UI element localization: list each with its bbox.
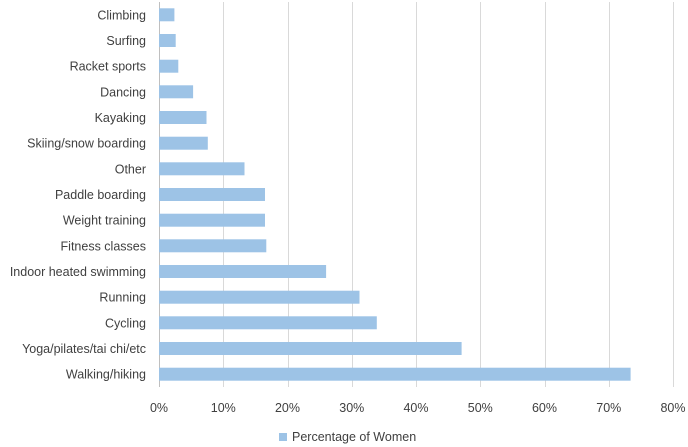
x-tick-label: 20% [275,401,300,415]
bar [159,136,208,150]
bar [159,265,327,278]
legend: Percentage of Women [279,430,416,444]
category-label: Surfing [106,34,146,48]
category-label: Walking/hiking [66,368,146,382]
x-tick-label: 70% [596,401,621,415]
bar [159,34,176,47]
category-label: Weight training [63,214,146,228]
bar [159,162,245,176]
x-tick-label: 50% [468,401,493,415]
x-tick-label: 80% [660,401,685,415]
x-tick-label: 10% [211,401,236,415]
x-tick-label: 60% [532,401,557,415]
bar [159,290,360,304]
bar [159,239,267,253]
category-label: Yoga/pilates/tai chi/etc [22,342,146,356]
bar [159,213,265,227]
category-label: Running [99,291,146,305]
bar [159,111,207,124]
bar [159,59,179,73]
category-label: Other [115,162,146,176]
legend-swatch [279,433,287,441]
legend-label: Percentage of Women [292,430,416,444]
gridlines [159,2,674,387]
bar [159,316,377,330]
x-tick-label: 40% [403,401,428,415]
bar [159,8,175,22]
bar [159,367,631,381]
category-label: Paddle boarding [55,188,146,202]
category-labels: Climbing Surfing Racket sports Dancing Kayak… [10,8,146,381]
bar [159,85,194,99]
category-label: Skiing/snow boarding [27,137,146,151]
x-tick-label: 30% [339,401,364,415]
category-label: Indoor heated swimming [10,265,146,279]
bar [159,188,265,201]
x-tick-label: 0% [150,401,168,415]
category-label: Dancing [100,85,146,99]
category-label: Racket sports [70,60,146,74]
bars [159,8,631,381]
bar [159,342,462,355]
category-label: Climbing [97,8,146,22]
category-label: Fitness classes [61,239,146,253]
category-label: Kayaking [95,111,146,125]
x-axis-tick-labels: 0% 10% 20% 30% 40% 50% 60% 70% 80% [150,401,686,415]
category-label: Cycling [105,316,146,330]
